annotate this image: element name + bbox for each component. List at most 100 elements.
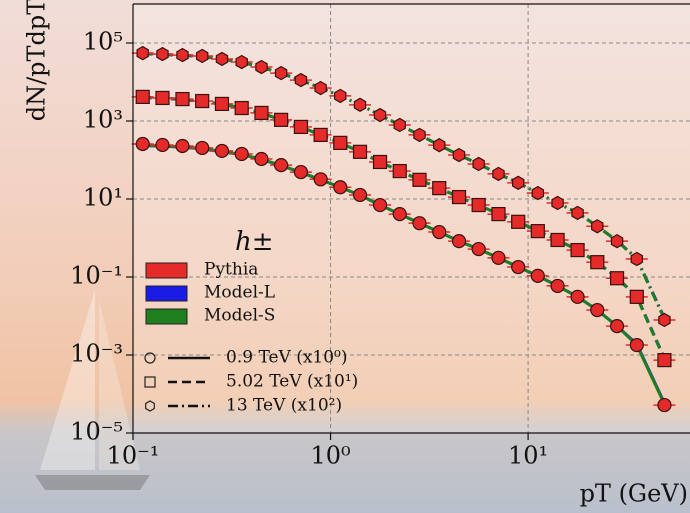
data-point: [135, 89, 150, 104]
data-point: [550, 232, 565, 248]
legend-marker: [144, 352, 156, 364]
x-tick-label: 10¹: [508, 442, 548, 470]
data-point: [570, 242, 585, 258]
data-point: [657, 352, 672, 368]
x-tick-label: 10⁰: [310, 442, 350, 470]
data-point: [452, 147, 466, 163]
data-point: [609, 271, 625, 286]
x-axis-label: pT (GeV): [580, 480, 688, 508]
legend-label: 5.02 TeV (x10¹): [226, 372, 358, 392]
data-point: [156, 46, 169, 62]
data-point: [254, 105, 269, 121]
data-point: [491, 250, 506, 265]
y-tick-label: 10¹: [83, 184, 123, 212]
data-point: [155, 137, 170, 153]
legend-swatch: [145, 308, 188, 325]
legend-marker: [145, 400, 155, 412]
data-point: [372, 197, 388, 213]
y-tick-label: 10⁻⁵: [70, 418, 123, 446]
data-point: [334, 88, 347, 104]
data-point: [630, 251, 644, 267]
data-point: [372, 154, 388, 170]
data-point: [195, 140, 210, 156]
data-point: [471, 197, 486, 213]
legend-label: Model-L: [204, 283, 275, 303]
data-point: [214, 96, 230, 112]
data-point: [412, 172, 427, 187]
legend-swatch: [145, 262, 188, 279]
data-point: [293, 164, 309, 180]
model-line: [142, 51, 666, 320]
data-point: [175, 91, 190, 107]
data-point: [274, 65, 288, 81]
data-point: [333, 135, 348, 150]
data-point: [550, 278, 565, 294]
data-point: [234, 100, 249, 116]
x-tick-label: 10⁻¹: [107, 442, 160, 470]
data-point: [195, 48, 209, 64]
data-point: [629, 337, 644, 353]
data-point: [658, 312, 671, 328]
data-point: [135, 136, 150, 152]
data-point: [610, 233, 624, 249]
data-point: [175, 138, 190, 154]
data-point: [255, 59, 268, 75]
data-point: [629, 289, 644, 304]
data-point: [451, 189, 467, 205]
legend-label: 13 TeV (x10²): [226, 396, 342, 416]
legend-swatch: [145, 285, 188, 302]
data-point: [590, 302, 605, 318]
data-point: [472, 156, 485, 172]
data-point: [136, 45, 149, 61]
data-point: [293, 119, 309, 135]
y-tick-label: 10⁵: [83, 28, 123, 56]
data-point: [590, 255, 605, 270]
data-point: [373, 107, 387, 123]
data-point: [333, 180, 348, 195]
data-point: [294, 72, 308, 88]
data-point: [393, 117, 406, 133]
data-point: [471, 241, 486, 257]
data-point: [215, 51, 229, 67]
data-point: [591, 219, 604, 234]
data-point: [314, 80, 327, 96]
data-point: [392, 163, 407, 179]
data-point: [609, 319, 625, 334]
data-point: [353, 97, 367, 113]
data-point: [657, 397, 672, 413]
data-point: [433, 137, 446, 153]
data-point: [571, 205, 584, 221]
data-point: [352, 144, 368, 159]
data-point: [511, 214, 526, 229]
data-point: [313, 172, 328, 187]
data-point: [392, 207, 407, 222]
data-point: [432, 181, 447, 196]
data-point: [235, 54, 248, 70]
legend-label: 0.9 TeV (x10⁰): [226, 348, 348, 368]
data-point: [531, 185, 545, 201]
y-axis-label: dN/pTdpT: [23, 0, 51, 121]
legend-title: h±: [235, 227, 274, 257]
y-tick-label: 10³: [83, 106, 123, 134]
data-point: [530, 224, 545, 239]
data-point: [214, 143, 230, 159]
y-tick-label: 10⁻¹: [70, 262, 123, 290]
data-point: [511, 175, 525, 191]
legend-marker: [144, 376, 156, 388]
data-point: [511, 259, 526, 275]
data-point: [274, 157, 289, 173]
y-tick-label: 10⁻³: [70, 340, 123, 368]
sailboat: [35, 290, 150, 490]
data-point: [413, 127, 426, 143]
data-point: [570, 289, 585, 304]
legend-label: Model-S: [204, 306, 275, 326]
legend-label: Pythia: [204, 260, 258, 280]
data-point: [352, 187, 368, 203]
data-point: [412, 216, 427, 231]
data-point: [432, 224, 447, 240]
data-point: [176, 47, 189, 63]
data-point: [530, 268, 545, 283]
data-point: [313, 127, 328, 143]
data-point: [451, 234, 467, 249]
